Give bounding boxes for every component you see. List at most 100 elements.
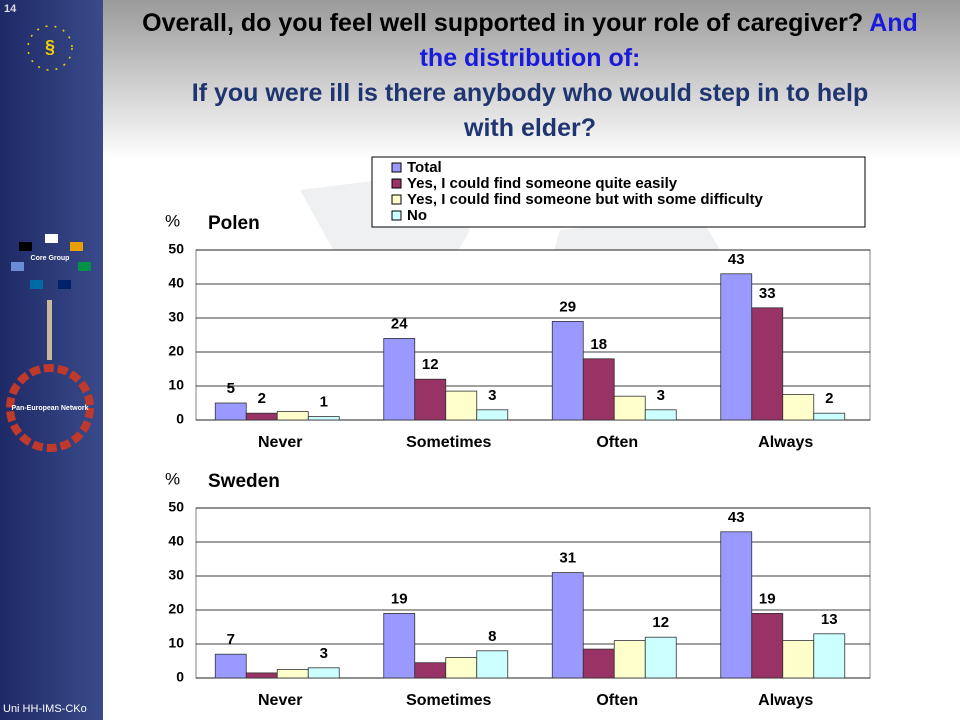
y-axis-label: % [165,469,180,488]
bar [613,395,646,421]
data-label: 3 [488,387,496,404]
x-tick-label: Often [596,692,638,709]
x-tick-label: Always [758,692,813,709]
y-tick-label: 40 [168,275,184,291]
title-blue: And the distribution of: [419,9,918,72]
bar [782,640,815,679]
bar [644,636,677,679]
y-tick-label: 10 [168,377,184,393]
chart-title: Polen [208,213,260,234]
data-label: 3 [657,387,665,404]
bar [414,378,447,421]
core-group: Core Group [31,255,70,262]
data-label: 31 [559,550,576,567]
bar [782,394,815,421]
bar [582,358,615,421]
data-label: 12 [652,614,669,631]
bar [551,320,584,421]
data-label: 12 [422,356,439,373]
bar [644,409,677,421]
bar [245,672,278,679]
x-tick-label: Often [596,434,638,451]
bar [751,613,784,679]
legend-label: Yes, I could find someone quite easily [407,175,678,192]
title-band [103,0,960,160]
data-label: 8 [488,628,496,645]
x-tick-label: Never [258,692,302,709]
bar [214,653,247,679]
y-tick-label: 30 [168,567,184,583]
bar [582,648,615,679]
logo: § [45,37,55,57]
legend-label: Total [407,159,442,176]
y-tick-label: 0 [176,411,184,427]
slide-number: 14 [4,3,17,15]
bar [276,411,309,421]
title-main: Overall, do you feel well supported in y… [142,9,864,37]
legend [371,156,866,228]
bar [383,337,416,421]
y-tick-label: 50 [168,241,184,257]
data-label: 18 [590,336,607,353]
data-label: 3 [320,645,328,662]
y-tick-label: 0 [176,669,184,685]
data-label: 5 [227,380,235,397]
legend-swatch [391,194,402,205]
data-label: 29 [559,298,576,315]
x-tick-label: Always [758,434,813,451]
bar [813,412,846,421]
bar [751,307,784,421]
x-tick-label: Sometimes [406,434,491,451]
data-label: 2 [258,390,266,407]
x-tick-label: Never [258,434,302,451]
x-tick-label: Sometimes [406,692,491,709]
y-axis-label: % [165,211,180,230]
bar [720,273,753,421]
y-tick-label: 40 [168,533,184,549]
data-label: 19 [759,590,776,607]
legend-label: Yes, I could find someone but with some … [407,191,764,208]
eu-stars [27,25,73,71]
data-label: 1 [320,394,328,411]
y-tick-label: 50 [168,499,184,515]
data-label: 24 [391,315,408,332]
title: Overall, do you feel well supported in y… [130,6,930,146]
bar [476,409,509,421]
bar [476,650,509,679]
bar [307,667,340,679]
bar [613,640,646,679]
bar [307,416,340,421]
data-label: 19 [391,590,408,607]
bar [813,633,846,679]
legend-swatch [391,178,402,189]
bar [414,662,447,679]
bar [445,657,478,679]
data-label: 13 [821,611,838,628]
legend-swatch [391,162,402,173]
data-label: 43 [728,251,745,268]
network-label: Pan-European Network [11,405,88,412]
chart-title: Sweden [208,471,280,492]
y-tick-label: 10 [168,635,184,651]
legend-swatch [391,210,402,221]
bar [214,402,247,421]
data-label: 2 [825,390,833,407]
bar [720,531,753,679]
y-tick-label: 20 [168,601,184,617]
bar [551,572,584,679]
question: If you were ill is there anybody who wou… [191,79,869,142]
flags [6,234,94,452]
legend-label: No [407,207,427,224]
data-label: 33 [759,285,776,302]
footer: Uni HH-IMS-CKo [3,703,87,715]
bar [276,669,309,679]
data-label: 7 [227,631,235,648]
bar [383,613,416,679]
bar [445,390,478,421]
data-label: 43 [728,509,745,526]
y-tick-label: 20 [168,343,184,359]
bar [245,412,278,421]
y-tick-label: 30 [168,309,184,325]
